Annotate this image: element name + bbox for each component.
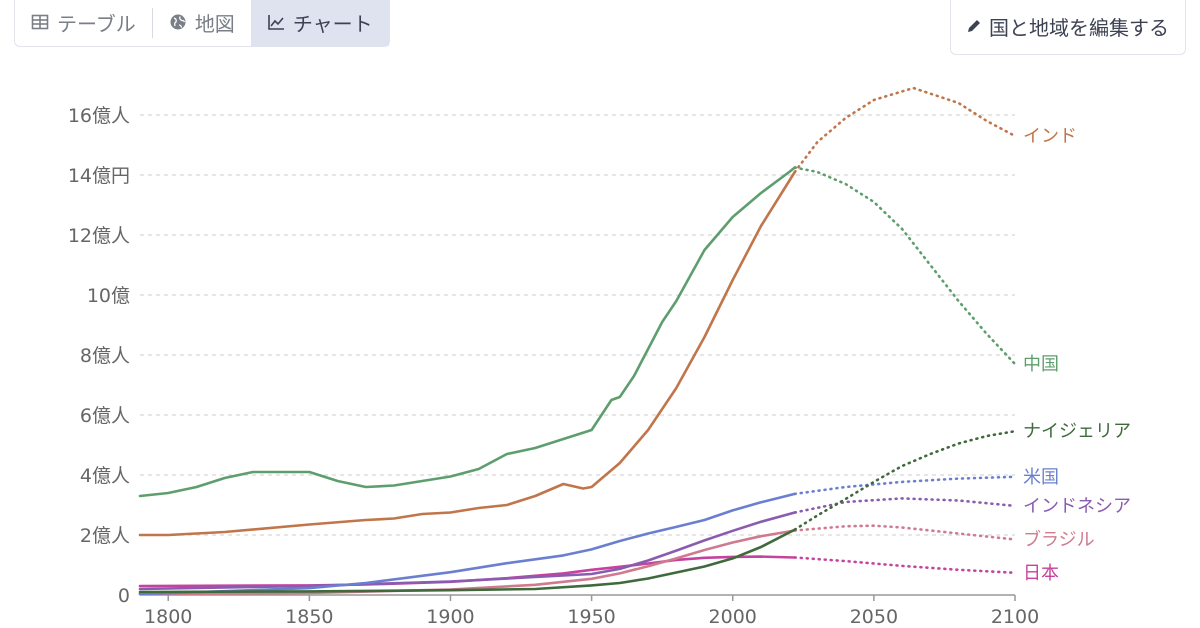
axes: 0 2億人 4億人 6億人 8億人 10億 12億人 14億円 16億人 1800 1850 1900… xyxy=(68,105,1039,628)
series-projection-line xyxy=(793,429,1017,531)
series-line xyxy=(138,511,797,591)
tab-table-label: テーブル xyxy=(57,11,136,36)
y-tick-label: 16億人 xyxy=(68,105,130,127)
x-tick-label: 1800 xyxy=(144,606,192,628)
table-icon xyxy=(31,14,49,30)
series-projection-line xyxy=(793,524,1017,541)
y-tick-label: 4億人 xyxy=(80,465,130,487)
series-line xyxy=(138,166,797,498)
series-label: インドネシア xyxy=(1023,496,1131,517)
series-label: 米国 xyxy=(1023,467,1059,488)
y-tick-label: 0 xyxy=(118,585,130,607)
series-projection-line xyxy=(793,497,1017,514)
pencil-icon xyxy=(968,20,980,32)
series-projection-line xyxy=(793,556,1017,575)
series-line xyxy=(138,528,797,594)
tab-divider xyxy=(151,8,153,38)
grid-lines xyxy=(140,114,1015,536)
series-label: ナイジェリア xyxy=(1023,421,1131,442)
tab-chart-label: チャート xyxy=(292,11,373,36)
series-label: ブラジル xyxy=(1023,529,1095,551)
series-label: 中国 xyxy=(1023,354,1059,375)
y-tick-label: 6億人 xyxy=(80,405,130,427)
x-tick-label: 1850 xyxy=(285,606,333,628)
globe-icon xyxy=(170,14,186,30)
x-tick-label: 1900 xyxy=(426,606,474,628)
x-tick-label: 2050 xyxy=(850,606,898,628)
x-tick-label: 1950 xyxy=(567,606,615,628)
tab-table[interactable]: テーブル xyxy=(15,0,152,46)
x-tick-label: 2100 xyxy=(991,606,1039,628)
series-projection-line xyxy=(793,86,1017,174)
series-label: インド xyxy=(1023,126,1077,147)
series-projection-line xyxy=(793,475,1017,496)
series-lines xyxy=(138,86,1017,596)
y-tick-label: 12億人 xyxy=(68,225,130,247)
tab-map-label: 地図 xyxy=(194,11,235,36)
series-line xyxy=(138,170,797,537)
y-tick-label: 2億人 xyxy=(80,525,130,547)
y-tick-label: 14億円 xyxy=(68,165,130,187)
line-chart-icon xyxy=(268,15,284,30)
edit-countries-button[interactable]: 国と地域を編集する xyxy=(950,0,1186,55)
series-line xyxy=(138,492,797,596)
y-tick-label: 8億人 xyxy=(80,345,130,367)
series-label: 日本 xyxy=(1023,563,1059,584)
tab-map[interactable]: 地図 xyxy=(153,0,251,46)
edit-countries-label: 国と地域を編集する xyxy=(989,15,1169,40)
view-tabs: テーブル 地図 チャート xyxy=(14,0,390,47)
x-tick-label: 2000 xyxy=(709,606,757,628)
tab-chart[interactable]: チャート xyxy=(250,0,389,46)
y-tick-label: 10億 xyxy=(87,285,130,307)
series-projection-line xyxy=(793,166,1017,366)
